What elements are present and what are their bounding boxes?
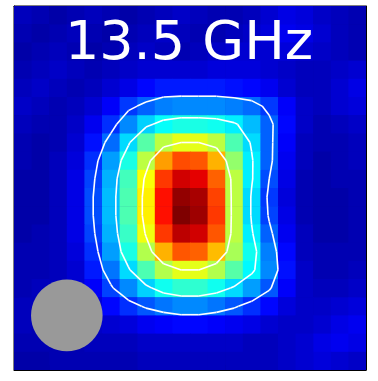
- svg-text:13.5 GHz: 13.5 GHz: [65, 9, 313, 72]
